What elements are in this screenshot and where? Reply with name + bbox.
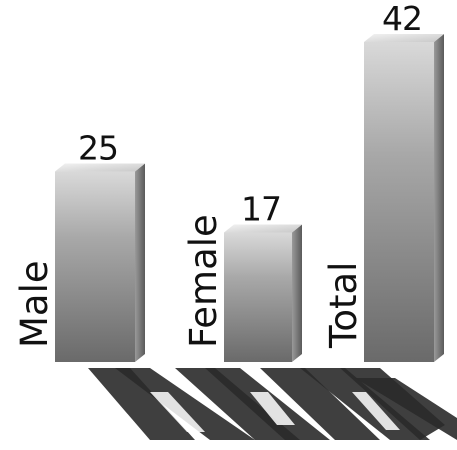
data-label-male: 25 — [78, 129, 118, 168]
floor-highlight-1 — [250, 392, 295, 425]
floor-highlight-0 — [150, 392, 205, 432]
bar-top-total — [364, 34, 444, 42]
bar-male — [55, 163, 145, 362]
floor-highlight-2 — [352, 392, 400, 430]
bar-top-male — [55, 163, 145, 172]
bar-top-female — [224, 224, 302, 233]
floor-shadow-stroke-7 — [355, 378, 457, 440]
bars-group — [55, 34, 444, 362]
data-labels-group: 25 17 42 — [78, 0, 423, 228]
bar-side-female — [292, 224, 302, 362]
bar-front-male — [55, 171, 135, 362]
category-label-female: Female — [182, 214, 225, 348]
floor-shadow-stroke-0 — [88, 368, 195, 440]
floor-shadow — [88, 368, 457, 440]
bar-side-total — [434, 34, 444, 362]
bar-side-male — [135, 163, 145, 362]
floor-shadow-stroke-1 — [115, 368, 255, 440]
category-label-total: Total — [322, 262, 365, 349]
bar-front-total — [364, 42, 434, 362]
floor-shadow-stroke-4 — [260, 368, 380, 440]
category-label-male: Male — [13, 260, 56, 348]
bar-front-female — [224, 232, 292, 362]
category-labels-group: Male Female Total — [13, 214, 365, 349]
data-label-female: 17 — [241, 189, 281, 228]
bar-female — [224, 224, 302, 362]
floor-shadow-stroke-6 — [340, 368, 445, 440]
bar-total — [364, 34, 444, 362]
data-label-total: 42 — [382, 0, 422, 38]
